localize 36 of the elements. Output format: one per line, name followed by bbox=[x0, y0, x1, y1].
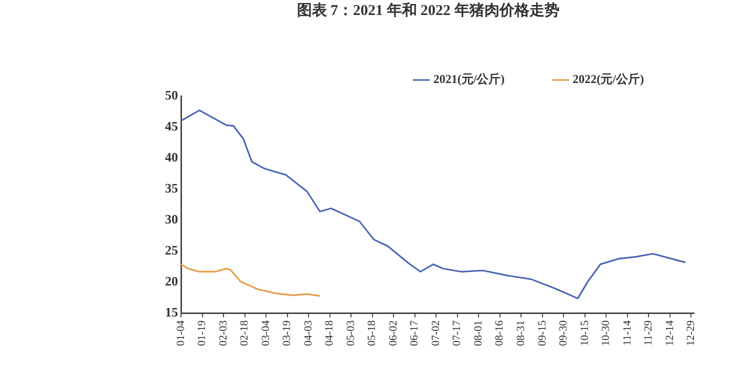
y-tick-label: 15 bbox=[165, 304, 178, 320]
x-tick-label: 08-01 bbox=[472, 320, 484, 346]
x-tick-label: 01-19 bbox=[196, 320, 208, 346]
x-tick-label: 07-17 bbox=[451, 320, 464, 346]
chart-title: 图表 7：2021 年和 2022 年猪肉价格走势 bbox=[296, 2, 560, 19]
x-tick-label: 09-30 bbox=[558, 320, 570, 346]
x-tick-label: 11-29 bbox=[642, 320, 655, 346]
x-tick-label: 10-30 bbox=[600, 320, 612, 346]
y-tick-label: 50 bbox=[165, 87, 178, 102]
x-tick-label: 03-04 bbox=[260, 320, 272, 346]
x-tick-label: 02-03 bbox=[217, 320, 230, 346]
x-tick-label: 08-16 bbox=[494, 320, 506, 346]
x-tick-label: 11-14 bbox=[621, 320, 634, 346]
x-tick-label: 09-15 bbox=[536, 320, 548, 346]
x-tick-label: 05-03 bbox=[344, 320, 357, 346]
legend-label: 2022(元/公斤) bbox=[572, 72, 644, 86]
y-tick-label: 45 bbox=[165, 118, 178, 134]
y-tick-label: 25 bbox=[165, 242, 178, 258]
x-tick-label: 04-18 bbox=[324, 320, 336, 346]
x-tick-label: 04-03 bbox=[302, 320, 314, 346]
x-tick-label: 07-02 bbox=[430, 320, 442, 346]
y-tick-label: 35 bbox=[165, 180, 178, 196]
y-tick-label: 20 bbox=[165, 274, 178, 289]
x-tick-label: 10-15 bbox=[578, 320, 591, 346]
x-tick-label: 06-02 bbox=[387, 320, 400, 346]
x-tick-label: 12-14 bbox=[664, 320, 676, 346]
x-tick-label: 03-19 bbox=[281, 320, 294, 346]
x-tick-label: 05-18 bbox=[366, 320, 378, 346]
y-tick-label: 40 bbox=[165, 149, 178, 164]
x-tick-label: 12-29 bbox=[685, 320, 698, 346]
legend-label: 2021(元/公斤) bbox=[433, 72, 505, 86]
x-tick-label: 06-17 bbox=[408, 320, 421, 346]
x-tick-label: 08-31 bbox=[515, 320, 527, 346]
x-tick-label: 01-04 bbox=[174, 320, 187, 346]
x-tick-label: 02-18 bbox=[238, 320, 251, 346]
y-tick-label: 30 bbox=[165, 212, 178, 227]
